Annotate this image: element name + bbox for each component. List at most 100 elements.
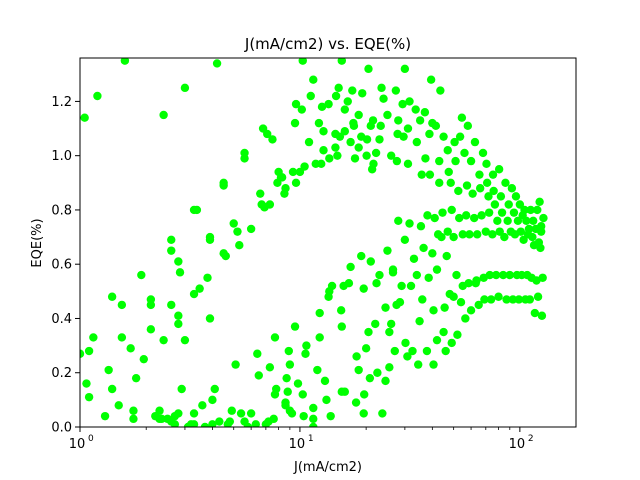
data-point [357, 251, 366, 261]
data-point [412, 270, 422, 280]
data-point [461, 314, 470, 323]
data-point [462, 181, 472, 190]
data-point [284, 346, 293, 356]
data-point [475, 170, 484, 179]
data-point [254, 371, 263, 380]
data-point [205, 232, 215, 242]
data-point [288, 167, 298, 177]
data-point [365, 373, 375, 383]
data-point [298, 58, 307, 65]
data-point [494, 165, 504, 174]
data-point [414, 360, 423, 369]
data-point [333, 151, 342, 160]
data-point [253, 349, 262, 358]
data-point [364, 327, 373, 337]
data-point [358, 89, 367, 98]
data-point [411, 105, 420, 114]
data-point [299, 411, 308, 421]
x-tick-exponent: 1 [308, 434, 314, 444]
data-point [403, 352, 412, 361]
data-point [533, 205, 542, 215]
data-point [499, 270, 508, 280]
data-point [508, 295, 518, 304]
data-point [515, 200, 525, 209]
data-point [335, 132, 345, 141]
data-point [208, 395, 217, 405]
data-point [343, 97, 352, 106]
data-point [265, 363, 275, 372]
data-point [425, 170, 435, 179]
data-point [195, 284, 204, 293]
data-point [84, 392, 94, 402]
data-point [236, 409, 246, 418]
data-point [346, 262, 355, 272]
data-point [496, 192, 506, 201]
y-tick-label: 0.2 [51, 366, 72, 381]
data-point [394, 216, 403, 225]
data-point [429, 306, 438, 315]
data-point [270, 333, 280, 342]
data-point [522, 216, 531, 225]
data-point [431, 121, 441, 131]
data-point [485, 270, 494, 280]
data-point [463, 121, 473, 131]
data-point [265, 200, 275, 209]
data-point [484, 208, 494, 217]
data-point [334, 83, 343, 93]
data-point [246, 224, 256, 234]
data-point [371, 148, 381, 158]
data-point [526, 205, 535, 215]
x-tick-exponent: 2 [528, 434, 534, 444]
data-point [159, 110, 168, 120]
data-point [80, 113, 89, 122]
data-point [372, 279, 381, 288]
data-point [536, 222, 546, 231]
data-point [477, 211, 486, 220]
data-point [251, 420, 260, 427]
data-point [314, 118, 324, 128]
data-point [361, 344, 371, 353]
data-point [340, 387, 350, 396]
data-point [282, 373, 291, 383]
data-point [290, 118, 300, 128]
data-point [405, 219, 414, 228]
data-point [155, 406, 164, 415]
data-point [302, 341, 311, 350]
data-point [269, 414, 278, 424]
data-point [126, 344, 135, 353]
data-point [298, 390, 307, 399]
data-point [470, 137, 480, 147]
data-point [400, 235, 410, 244]
data-point [290, 322, 300, 331]
data-point [309, 414, 318, 424]
data-point [446, 178, 455, 188]
data-point [359, 409, 368, 418]
data-point [208, 420, 217, 427]
data-point [388, 265, 398, 274]
data-point [444, 167, 453, 177]
data-point [120, 58, 130, 65]
data-point [340, 127, 350, 136]
data-point [359, 284, 368, 293]
data-point [494, 292, 503, 301]
y-tick-label: 0.8 [51, 203, 72, 218]
data-point [337, 58, 346, 65]
data-point [221, 251, 230, 261]
data-point [203, 273, 212, 282]
data-point [107, 292, 117, 301]
data-point [107, 384, 117, 394]
chart-title: J(mA/cm2) vs. EQE(%) [244, 35, 411, 53]
y-tick-label: 0.6 [51, 258, 72, 273]
data-point [473, 230, 482, 239]
data-point [319, 127, 328, 136]
data-point [291, 99, 301, 109]
data-point [516, 227, 526, 236]
data-point [472, 276, 481, 285]
data-point [452, 270, 461, 280]
data-point [502, 295, 511, 304]
data-point [417, 170, 426, 179]
data-point [366, 257, 375, 266]
data-point [511, 192, 521, 201]
data-point [327, 281, 337, 291]
